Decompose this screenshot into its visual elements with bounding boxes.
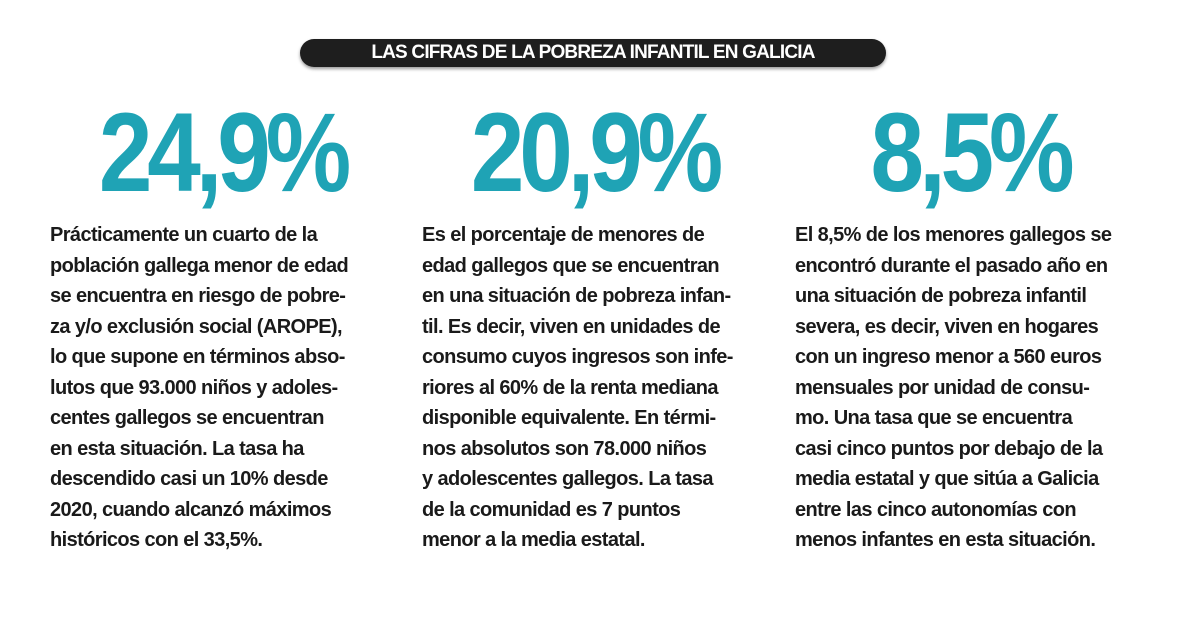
stat-figure: 20,9% (470, 90, 723, 215)
text-line: centes gallegos se encuentran (50, 407, 324, 429)
text-line: con un ingreso menor a 560 euros (795, 346, 1102, 368)
text-line: históricos con el 33,5%. (50, 529, 263, 551)
stat-column-1: 24,9% Prácticamente un cuarto de la pobl… (50, 90, 395, 556)
text-line: consumo cuyos ingresos son infe- (422, 346, 733, 368)
text-line: casi cinco puntos por debajo de la (795, 437, 1103, 460)
text-line: til. Es decir, viven en unidades de (422, 315, 721, 338)
text-line: za y/o exclusión social (AROPE), (50, 315, 343, 338)
text-line: Es el porcentaje de menores de (422, 224, 705, 246)
stat-figure: 24,9% (98, 90, 351, 215)
stat-description: El 8,5% de los menores gallegos se encon… (795, 220, 1145, 556)
text-line: disponible equivalente. En térmi- (422, 407, 716, 429)
text-line: Prácticamente un cuarto de la (50, 224, 318, 246)
text-line: riores al 60% de la renta mediana (422, 376, 719, 399)
stat-column-2: 20,9% Es el porcentaje de menores de eda… (422, 90, 767, 556)
text-line: 2020, cuando alcanzó máximos (50, 498, 332, 521)
infographic-title: LAS CIFRAS DE LA POBREZA INFANTIL EN GAL… (300, 39, 886, 67)
text-line: una situación de pobreza infantil (795, 285, 1087, 307)
text-line: en una situación de pobreza infan- (422, 285, 731, 307)
stat-description: Prácticamente un cuarto de la población … (50, 220, 395, 556)
text-line: severa, es decir, viven en hogares (795, 315, 1099, 338)
text-line: entre las cinco autonomías con (795, 498, 1077, 521)
text-line: El 8,5% de los menores gallegos se (795, 224, 1112, 246)
text-line: descendido casi un 10% desde (50, 468, 328, 490)
text-line: población gallega menor de edad (50, 254, 349, 277)
text-line: mo. Una tasa que se encuentra (795, 407, 1073, 429)
text-line: mensuales por unidad de consu- (795, 376, 1090, 399)
stat-description: Es el porcentaje de menores de edad gall… (422, 220, 767, 556)
text-line: encontró durante el pasado año en (795, 254, 1108, 277)
text-line: se encuentra en riesgo de pobre- (50, 285, 346, 307)
text-line: y adolescentes gallegos. La tasa (422, 468, 714, 490)
text-line: edad gallegos que se encuentran (422, 254, 720, 277)
text-line: en esta situación. La tasa ha (50, 437, 304, 460)
text-line: menos infantes en esta situación. (795, 529, 1096, 551)
stat-figure: 8,5% (870, 90, 1075, 215)
text-line: media estatal y que sitúa a Galicia (795, 468, 1099, 490)
stat-column-3: 8,5% El 8,5% de los menores gallegos se … (795, 90, 1145, 556)
text-line: menor a la media estatal. (422, 529, 645, 551)
text-line: lo que supone en términos abso- (50, 346, 345, 368)
text-line: nos absolutos son 78.000 niños (422, 437, 707, 460)
text-line: de la comunidad es 7 puntos (422, 498, 681, 521)
text-line: lutos que 93.000 niños y adoles- (50, 376, 338, 399)
